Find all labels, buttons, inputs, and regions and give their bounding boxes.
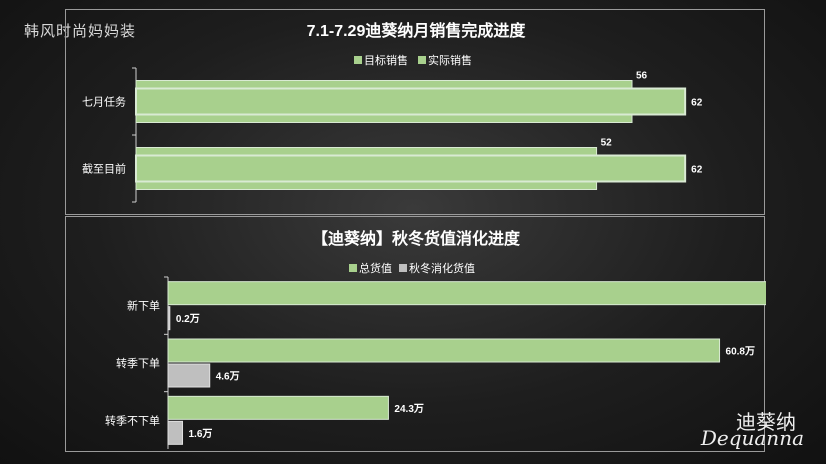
legend-swatch-target [354,56,362,64]
bar-total [167,395,389,420]
data-label-actual: 62 [691,98,703,109]
bar-total [167,281,766,306]
brand-watermark: 韩风时尚妈妈装 [24,23,137,40]
bar-digested [167,306,171,331]
data-label-actual: 62 [691,165,703,176]
logo-chinese: 迪葵纳 [736,410,796,434]
legend-label-target: 目标销售 [364,53,408,67]
bar-total [167,338,721,363]
data-label-digested: 0.2万 [176,313,200,325]
category-label: 转季下单 [116,356,160,370]
data-label-digested: 4.6万 [216,371,240,383]
data-label-total: 24.3万 [394,403,423,415]
legend-label-digested: 秋冬消化货值 [409,261,475,275]
bar-digested [167,363,211,388]
legend: 总货值 秋冬消化货值 [349,261,475,275]
legend-swatch-total [349,264,357,272]
chart-title: 【迪葵纳】秋冬货值消化进度 [312,229,521,248]
legend-swatch-actual [418,56,426,64]
chart-title: 7.1-7.29迪葵纳月销售完成进度 [307,21,527,40]
data-label-target: 56 [636,71,648,82]
category-label: 转季不下单 [105,413,160,427]
logo-english: Dequanna [700,426,804,450]
bar-actual [135,87,687,116]
sales-progress-panel: 7.1-7.29迪葵纳月销售完成进度 目标销售 实际销售 七月任务截至目前 56… [65,9,765,215]
category-label: 截至目前 [82,162,126,176]
data-label-total: 60.8万 [726,346,755,358]
legend-label-total: 总货值 [359,261,392,275]
category-label: 新下单 [127,299,160,313]
bar-digested [167,420,184,445]
legend-swatch-digested [399,264,407,272]
data-label-target: 52 [601,138,613,149]
bar-actual [135,154,687,183]
legend-label-actual: 实际销售 [428,53,472,67]
legend: 目标销售 实际销售 [354,53,472,67]
category-label: 七月任务 [82,96,126,109]
data-label-digested: 1.6万 [189,428,213,440]
